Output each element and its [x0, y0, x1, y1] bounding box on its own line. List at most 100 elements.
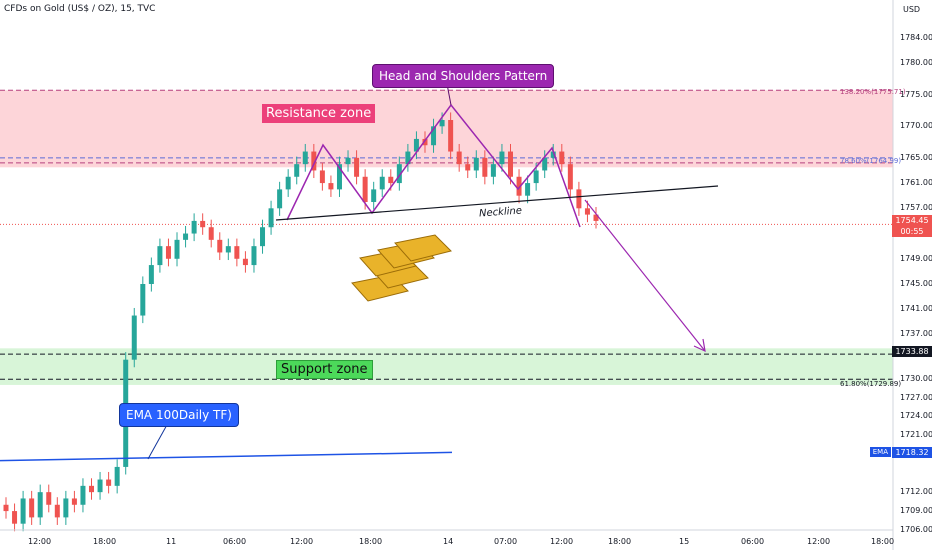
candle-body [422, 138, 428, 146]
candle-body [405, 151, 411, 165]
time-tick-label: 07:00 [494, 537, 518, 546]
time-tick-label: 06:00 [223, 537, 247, 546]
time-tick-label: 12:00 [290, 537, 314, 546]
candle-body [294, 164, 300, 177]
candle-body [260, 227, 266, 247]
candle-body [499, 151, 505, 165]
candle-body [191, 220, 197, 234]
candle-body [542, 157, 548, 171]
candle-body [576, 189, 582, 209]
time-tick-label: 18:00 [871, 537, 895, 546]
candle-body [516, 176, 522, 196]
price-tick-label: 1784.00 [900, 33, 932, 42]
ema-callout: EMA 100Daily TF) [119, 403, 239, 427]
resistance-zone-label: Resistance zone [262, 104, 376, 123]
time-tick-label: 06:00 [741, 537, 765, 546]
price-tick-label: 1745.00 [900, 279, 932, 288]
neckline [275, 185, 719, 221]
time-tick-label: 15 [679, 537, 690, 546]
time-tick-label: 12:00 [550, 537, 574, 546]
candle-body [354, 157, 360, 177]
candle-body [200, 220, 206, 228]
candle-body [3, 504, 9, 512]
candle-body [456, 151, 462, 165]
candle-body [482, 157, 488, 177]
candle-body [165, 246, 171, 259]
candle-body [559, 151, 565, 165]
current-price-value: 1754.45 [895, 216, 929, 225]
candle-body [439, 120, 445, 127]
candle-body [388, 176, 394, 184]
candle-body [490, 164, 496, 177]
ema-callout-pointer [147, 422, 169, 460]
candle-body [63, 498, 69, 518]
candle-body [379, 176, 385, 190]
candle-body [448, 120, 454, 152]
candle-body [148, 265, 154, 284]
candle-body [80, 485, 86, 505]
time-tick-label: 18:00 [608, 537, 632, 546]
support-zone-label: Support zone [276, 360, 373, 379]
time-tick-label: 14 [443, 537, 454, 546]
ema-line [0, 451, 453, 462]
time-tick-label: 12:00 [28, 537, 52, 546]
ema-price-tag: 1718.32 [892, 447, 932, 458]
projection-arrowhead [693, 338, 706, 353]
candle-body [268, 208, 274, 228]
candle-body [507, 151, 513, 177]
head-and-shoulders-callout: Head and Shoulders Pattern [372, 64, 555, 88]
currency-label: USD [903, 5, 921, 14]
candle-body [225, 246, 231, 253]
price-tick-label: 1761.00 [900, 178, 932, 188]
candle-body [131, 315, 137, 360]
candle-body [54, 504, 60, 518]
time-tick-label: 18:00 [93, 537, 117, 546]
candle-body [593, 214, 599, 221]
candle-body [12, 511, 18, 524]
candle-body [37, 492, 43, 518]
ema-tag-label: EMA [869, 447, 891, 457]
resistance-zone [0, 90, 893, 168]
candle-body [89, 485, 95, 493]
symbol-title: CFDs on Gold (US$ / OZ), 15, TVC [4, 4, 156, 14]
candle-body [345, 157, 351, 165]
candle-body [183, 233, 189, 240]
price-tick-label: 1770.00 [900, 121, 932, 131]
candle-body [371, 189, 377, 202]
candle-body [114, 466, 120, 486]
price-tick-label: 1730.00 [900, 373, 932, 383]
gold-bars-image [351, 234, 452, 302]
candle-body [285, 176, 291, 190]
candle-body [431, 126, 437, 146]
candle-body [157, 246, 163, 266]
candle-body [567, 164, 573, 190]
fib-mid-label: 78.60%(1764.99) [840, 157, 902, 165]
candle-body [242, 258, 248, 266]
candle-body [46, 492, 52, 505]
gold-bar [394, 234, 452, 262]
candle-body [217, 239, 223, 253]
candle-body [140, 284, 146, 316]
fib-lower-label: 61.80%(1729.89) [840, 380, 902, 388]
price-tick-label: 1780.00 [900, 58, 932, 68]
price-tick-label: 1709.00 [900, 506, 932, 516]
candle-body [413, 138, 419, 152]
candle-body [174, 239, 180, 259]
price-tick-label: 1749.00 [900, 253, 932, 263]
current-price-tag: 1754.45 00:55 [892, 215, 932, 237]
candle-body [20, 498, 26, 524]
projection-arrow [584, 199, 706, 352]
candle-body [311, 151, 317, 171]
candle-body [29, 498, 35, 518]
candle-body [319, 170, 325, 184]
fib-upper-label: 138.20%(1775.71) [840, 88, 906, 96]
time-tick-label: 12:00 [807, 537, 831, 546]
price-tick-label: 1727.00 [900, 392, 932, 402]
price-tick-label: 1706.00 [900, 525, 932, 534]
candle-body [584, 208, 590, 215]
candle-body [97, 479, 103, 493]
candle-body [302, 151, 308, 165]
candle-body [71, 498, 77, 505]
price-tick-label: 1724.00 [900, 411, 932, 421]
